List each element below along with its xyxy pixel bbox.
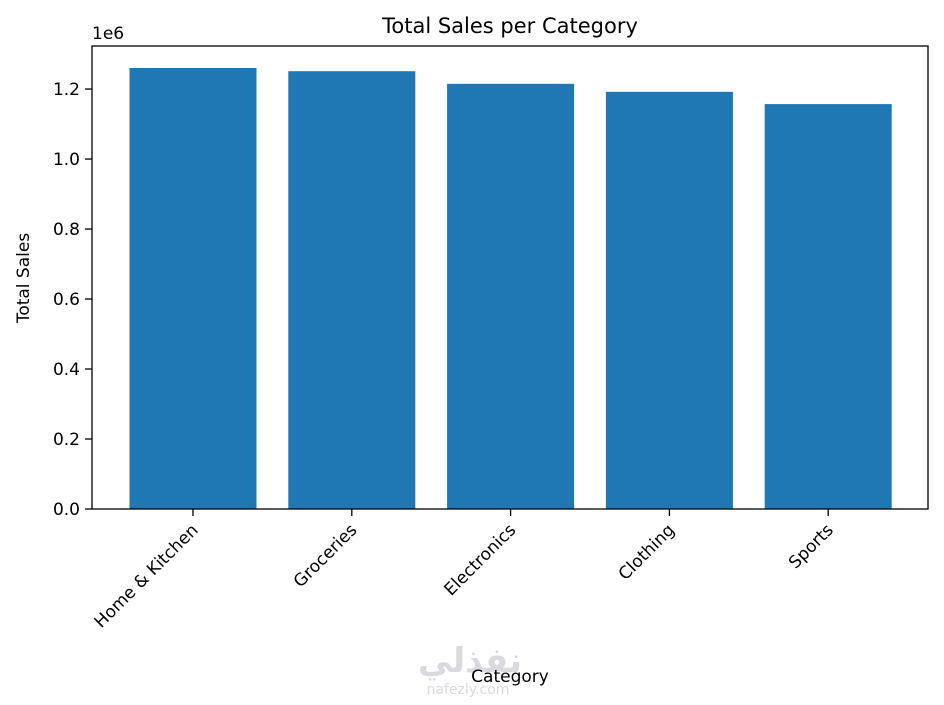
x-tick-label: Home & Kitchen <box>91 520 203 632</box>
x-tick-label: Groceries <box>290 520 362 592</box>
bar-clothing <box>605 91 733 510</box>
y-tick-label: 0.2 <box>53 430 80 450</box>
bar-home-kitchen <box>129 68 257 509</box>
x-axis-ticks: Home & Kitchen Groceries Electronics Clothi… <box>91 509 838 632</box>
y-axis-offset-label: 1e6 <box>92 24 124 44</box>
y-tick-label: 1.2 <box>53 80 80 100</box>
bars-group <box>129 68 892 510</box>
x-tick-label: Sports <box>785 520 838 573</box>
y-tick-label: 0.6 <box>53 290 80 310</box>
bar-electronics <box>447 83 575 510</box>
bar-sports <box>764 104 892 509</box>
chart-title: Total Sales per Category <box>381 14 638 38</box>
y-tick-label: 0.0 <box>53 500 80 520</box>
watermark-url-text: nafezly.com <box>427 682 510 698</box>
y-tick-label: 0.4 <box>53 360 80 380</box>
y-tick-label: 1.0 <box>53 150 80 170</box>
bar-groceries <box>288 71 416 509</box>
x-axis-label: Category <box>471 667 549 687</box>
y-axis-label: Total Sales <box>14 233 34 324</box>
x-tick-label: Clothing <box>615 520 679 584</box>
x-tick-label: Electronics <box>440 520 520 600</box>
y-tick-label: 0.8 <box>53 220 80 240</box>
watermark-logo-text: نفذلي <box>418 641 522 681</box>
y-axis-ticks: 0.0 0.2 0.4 0.6 0.8 1.0 1.2 <box>53 80 92 520</box>
